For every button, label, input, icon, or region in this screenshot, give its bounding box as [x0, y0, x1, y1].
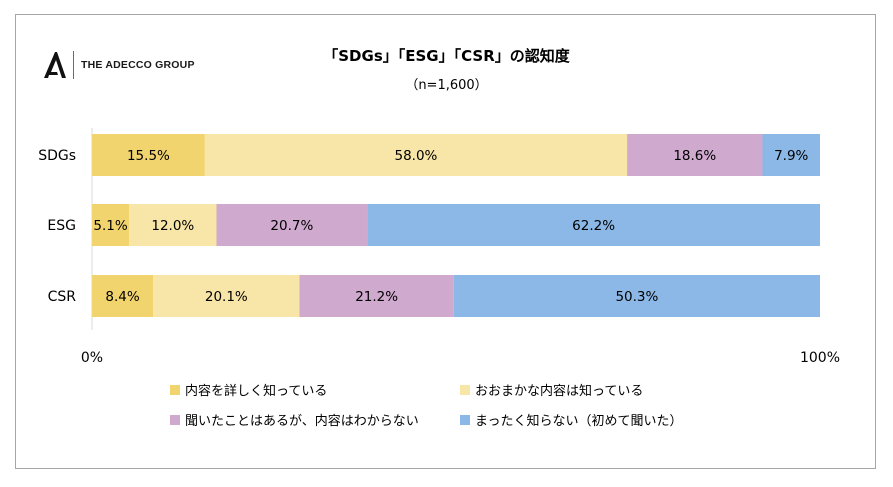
- legend-item: おおまかな内容は知っている: [460, 380, 643, 399]
- data-label: 15.5%: [127, 148, 170, 164]
- bar-segment: [153, 275, 300, 317]
- logo-text: THE ADECCO GROUP: [81, 59, 195, 71]
- data-label: 62.2%: [572, 218, 615, 234]
- chart-subtitle: （n=1,600）: [405, 78, 488, 93]
- data-label: 58.0%: [395, 148, 438, 164]
- x-tick-label: 100%: [800, 350, 840, 366]
- legend-swatch: [170, 384, 180, 395]
- legend-swatch: [170, 414, 180, 425]
- data-label: 12.0%: [151, 218, 194, 234]
- bar-segment: [92, 204, 130, 246]
- bar-segment: [762, 134, 820, 176]
- legend-swatch: [460, 414, 470, 425]
- category-label: CSR: [48, 289, 77, 305]
- data-label: 20.7%: [270, 218, 313, 234]
- category-label: SDGs: [38, 148, 76, 164]
- legend-swatch: [460, 384, 470, 395]
- legend-item: 内容を詳しく知っている: [170, 380, 327, 399]
- legend-item: まったく知らない（初めて聞いた）: [460, 410, 682, 429]
- data-label: 5.1%: [93, 218, 127, 234]
- data-label: 8.4%: [105, 289, 139, 305]
- bar-segment: [627, 134, 763, 176]
- adecco-logo: THE ADECCO GROUP: [43, 51, 195, 79]
- legend-label: 内容を詳しく知っている: [185, 384, 328, 399]
- legend-label: 聞いたことはあるが、内容はわからない: [185, 414, 419, 429]
- bar-segment: [92, 275, 154, 317]
- adecco-a-mark-icon: [44, 52, 66, 78]
- category-label: ESG: [47, 218, 76, 234]
- data-label: 20.1%: [205, 289, 248, 305]
- bar-segment: [216, 204, 368, 246]
- bar-segment: [129, 204, 217, 246]
- legend-item: 聞いたことはあるが、内容はわからない: [170, 410, 419, 429]
- chart-title: 「SDGs」「ESG」「CSR」の認知度: [323, 47, 570, 65]
- data-label: 7.9%: [774, 148, 808, 164]
- data-label: 21.2%: [355, 289, 398, 305]
- bar-segment: [204, 134, 628, 176]
- legend-label: まったく知らない（初めて聞いた）: [475, 414, 683, 429]
- bar-segment: [367, 204, 820, 246]
- logo-divider: [73, 51, 74, 79]
- bar-segment: [299, 275, 454, 317]
- data-label: 18.6%: [673, 148, 716, 164]
- bar-segment: [92, 134, 205, 176]
- bar-segment: [453, 275, 820, 317]
- legend-label: おおまかな内容は知っている: [475, 384, 644, 399]
- x-tick-label: 0%: [81, 350, 103, 366]
- data-label: 50.3%: [615, 289, 658, 305]
